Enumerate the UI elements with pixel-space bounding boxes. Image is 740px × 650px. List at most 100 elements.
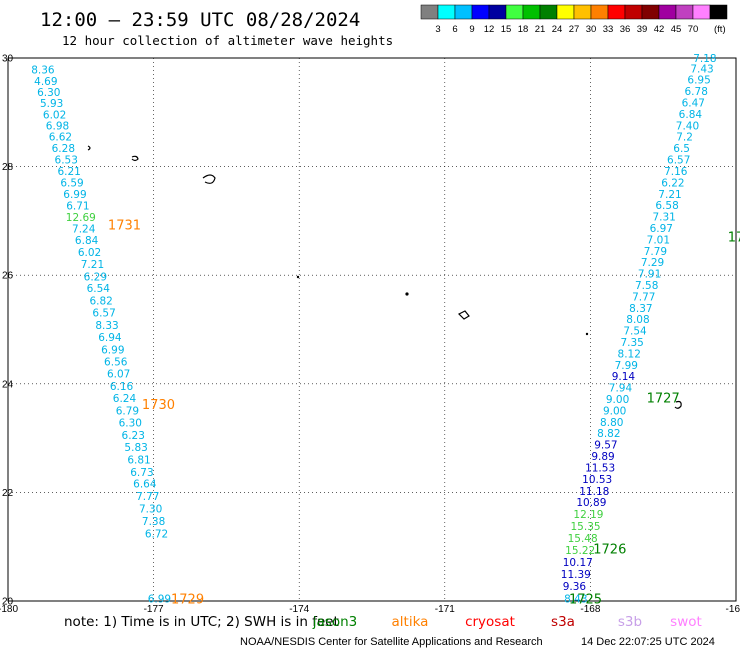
colorbar-unit: (ft) [714,24,726,35]
wave-height-label: 6.30 [119,417,142,429]
wave-height-label: 6.59 [60,177,83,189]
wave-height-label: 7.01 [647,234,670,246]
legend-altika: altika [392,614,429,630]
legend-s3b: s3b [618,614,642,630]
wave-height-label: 6.58 [655,200,678,212]
wave-height-label: 6.94 [98,332,122,344]
wave-height-label: 6.99 [101,345,124,357]
pass-number-label: 1730 [142,398,175,413]
pass-number-label: 1725 [569,592,602,607]
wave-height-label: 6.28 [52,143,75,155]
wave-height-label: 8.08 [626,314,649,326]
wave-height-label: 7.77 [632,291,655,303]
wave-height-label: 7.94 [609,383,633,395]
legend-jason3: jason3 [312,614,357,630]
wave-height-label: 6.97 [650,223,673,235]
track-labels: 8.364.696.305.936.026.986.626.286.536.21… [31,53,716,605]
plot-frame [7,57,737,602]
wave-height-label: 7.54 [623,326,647,338]
pass-number-label: 17 [728,231,740,246]
wave-height-label: 9.14 [612,371,636,383]
pass-number-label: 1729 [171,592,204,607]
colorbar: 3 6 9 12 15 18 21 24 27 30 33 36 39 42 45 70 (ft) [420,4,728,35]
colorbar-label: 9 [469,24,474,35]
wave-height-label: 8.33 [95,320,118,332]
wave-height-label: 7.99 [615,360,638,372]
wave-height-label: 8.43 [564,593,587,605]
wave-height-label: 6.84 [75,235,99,247]
island-lisianski [202,174,216,184]
y-tick-label: 22 [2,488,14,499]
wave-height-label: 6.02 [78,247,101,259]
footer-timestamp: 14 Dec 22:07:25 UTC 2024 [581,636,715,648]
island-dot-2 [585,332,589,336]
wave-height-label: 11.53 [585,462,615,474]
legend-s3a: s3a [551,614,575,630]
colorbar-swatch [675,4,694,20]
wave-height-label: 9.57 [594,440,617,452]
wave-height-label: 7.18 [693,53,716,65]
wave-height-label: 7.91 [638,269,661,281]
wave-height-label: 10.17 [563,557,593,569]
colorbar-label: 18 [518,24,529,35]
wave-height-label: 8.12 [618,348,641,360]
colorbar-label: 3 [435,24,440,35]
x-tick-label: -16 [726,604,740,615]
wave-height-label: 6.54 [87,283,111,295]
wave-height-label: 8.36 [31,64,55,76]
wave-height-label: 12.19 [573,509,603,521]
wave-height-label: 7.2 [676,132,693,144]
island-necker [457,310,470,320]
wave-height-label: 8.80 [600,417,623,429]
colorbar-label: 39 [637,24,648,35]
satellite-legend: jason3 altika cryosat s3a s3b swot [312,614,702,630]
y-tick-label: 26 [2,271,14,282]
wave-height-label: 6.47 [682,98,705,110]
wave-height-label: 6.62 [49,132,72,144]
wave-height-label: 7.79 [644,246,667,258]
x-tick-label: -168 [580,604,600,615]
wave-height-label: 9.36 [563,581,587,593]
colorbar-swatch [539,4,558,20]
wave-height-label: 6.16 [110,381,134,393]
pass-labels: 1731 1730 1729 1727 1726 1725 17 [108,219,740,608]
wave-height-label: 7.21 [658,189,681,201]
island-kure [87,145,91,151]
pass-number-label: 1726 [593,542,626,557]
wave-height-label: 6.73 [130,467,153,479]
wave-height-label: 9.00 [603,405,626,417]
wave-height-label: 6.64 [133,479,157,491]
wave-height-label: 7.30 [139,504,162,516]
wave-height-label: 6.02 [43,109,66,121]
wave-height-label: 7.43 [690,63,713,75]
wave-height-label: 6.29 [84,271,107,283]
wave-height-label: 7.40 [676,120,699,132]
colorbar-label: 24 [552,24,563,35]
colorbar-label: 15 [501,24,512,35]
wave-height-label: 7.21 [81,259,104,271]
wave-height-label: 6.99 [63,189,86,201]
island-markers [87,145,682,409]
colorbar-label: 45 [671,24,682,35]
y-tick-label: 28 [2,162,14,173]
colorbar-swatch [573,4,592,20]
wave-height-label: 6.5 [673,143,690,155]
wave-height-label: 11.18 [579,486,609,498]
colorbar-swatch [658,4,677,20]
x-tick-label: -174 [289,604,309,615]
x-tick-label: -177 [144,604,164,615]
wave-height-label: 15.48 [568,533,598,545]
wave-height-label: 6.53 [55,155,78,167]
wave-height-label: 6.21 [57,166,80,178]
island-dot [296,275,300,279]
wave-height-label: 5.83 [124,442,147,454]
wave-height-label: 6.57 [92,308,115,320]
x-tick-label: -171 [435,604,455,615]
colorbar-swatch [437,4,456,20]
wave-height-label: 7.29 [641,257,664,269]
island-pearl-hermes [131,155,139,162]
wave-height-label: 6.57 [667,155,690,167]
pass-number-label: 1731 [108,219,141,234]
colorbar-label: 70 [688,24,699,35]
footer-credit: NOAA/NESDIS Center for Satellite Applica… [240,636,543,648]
